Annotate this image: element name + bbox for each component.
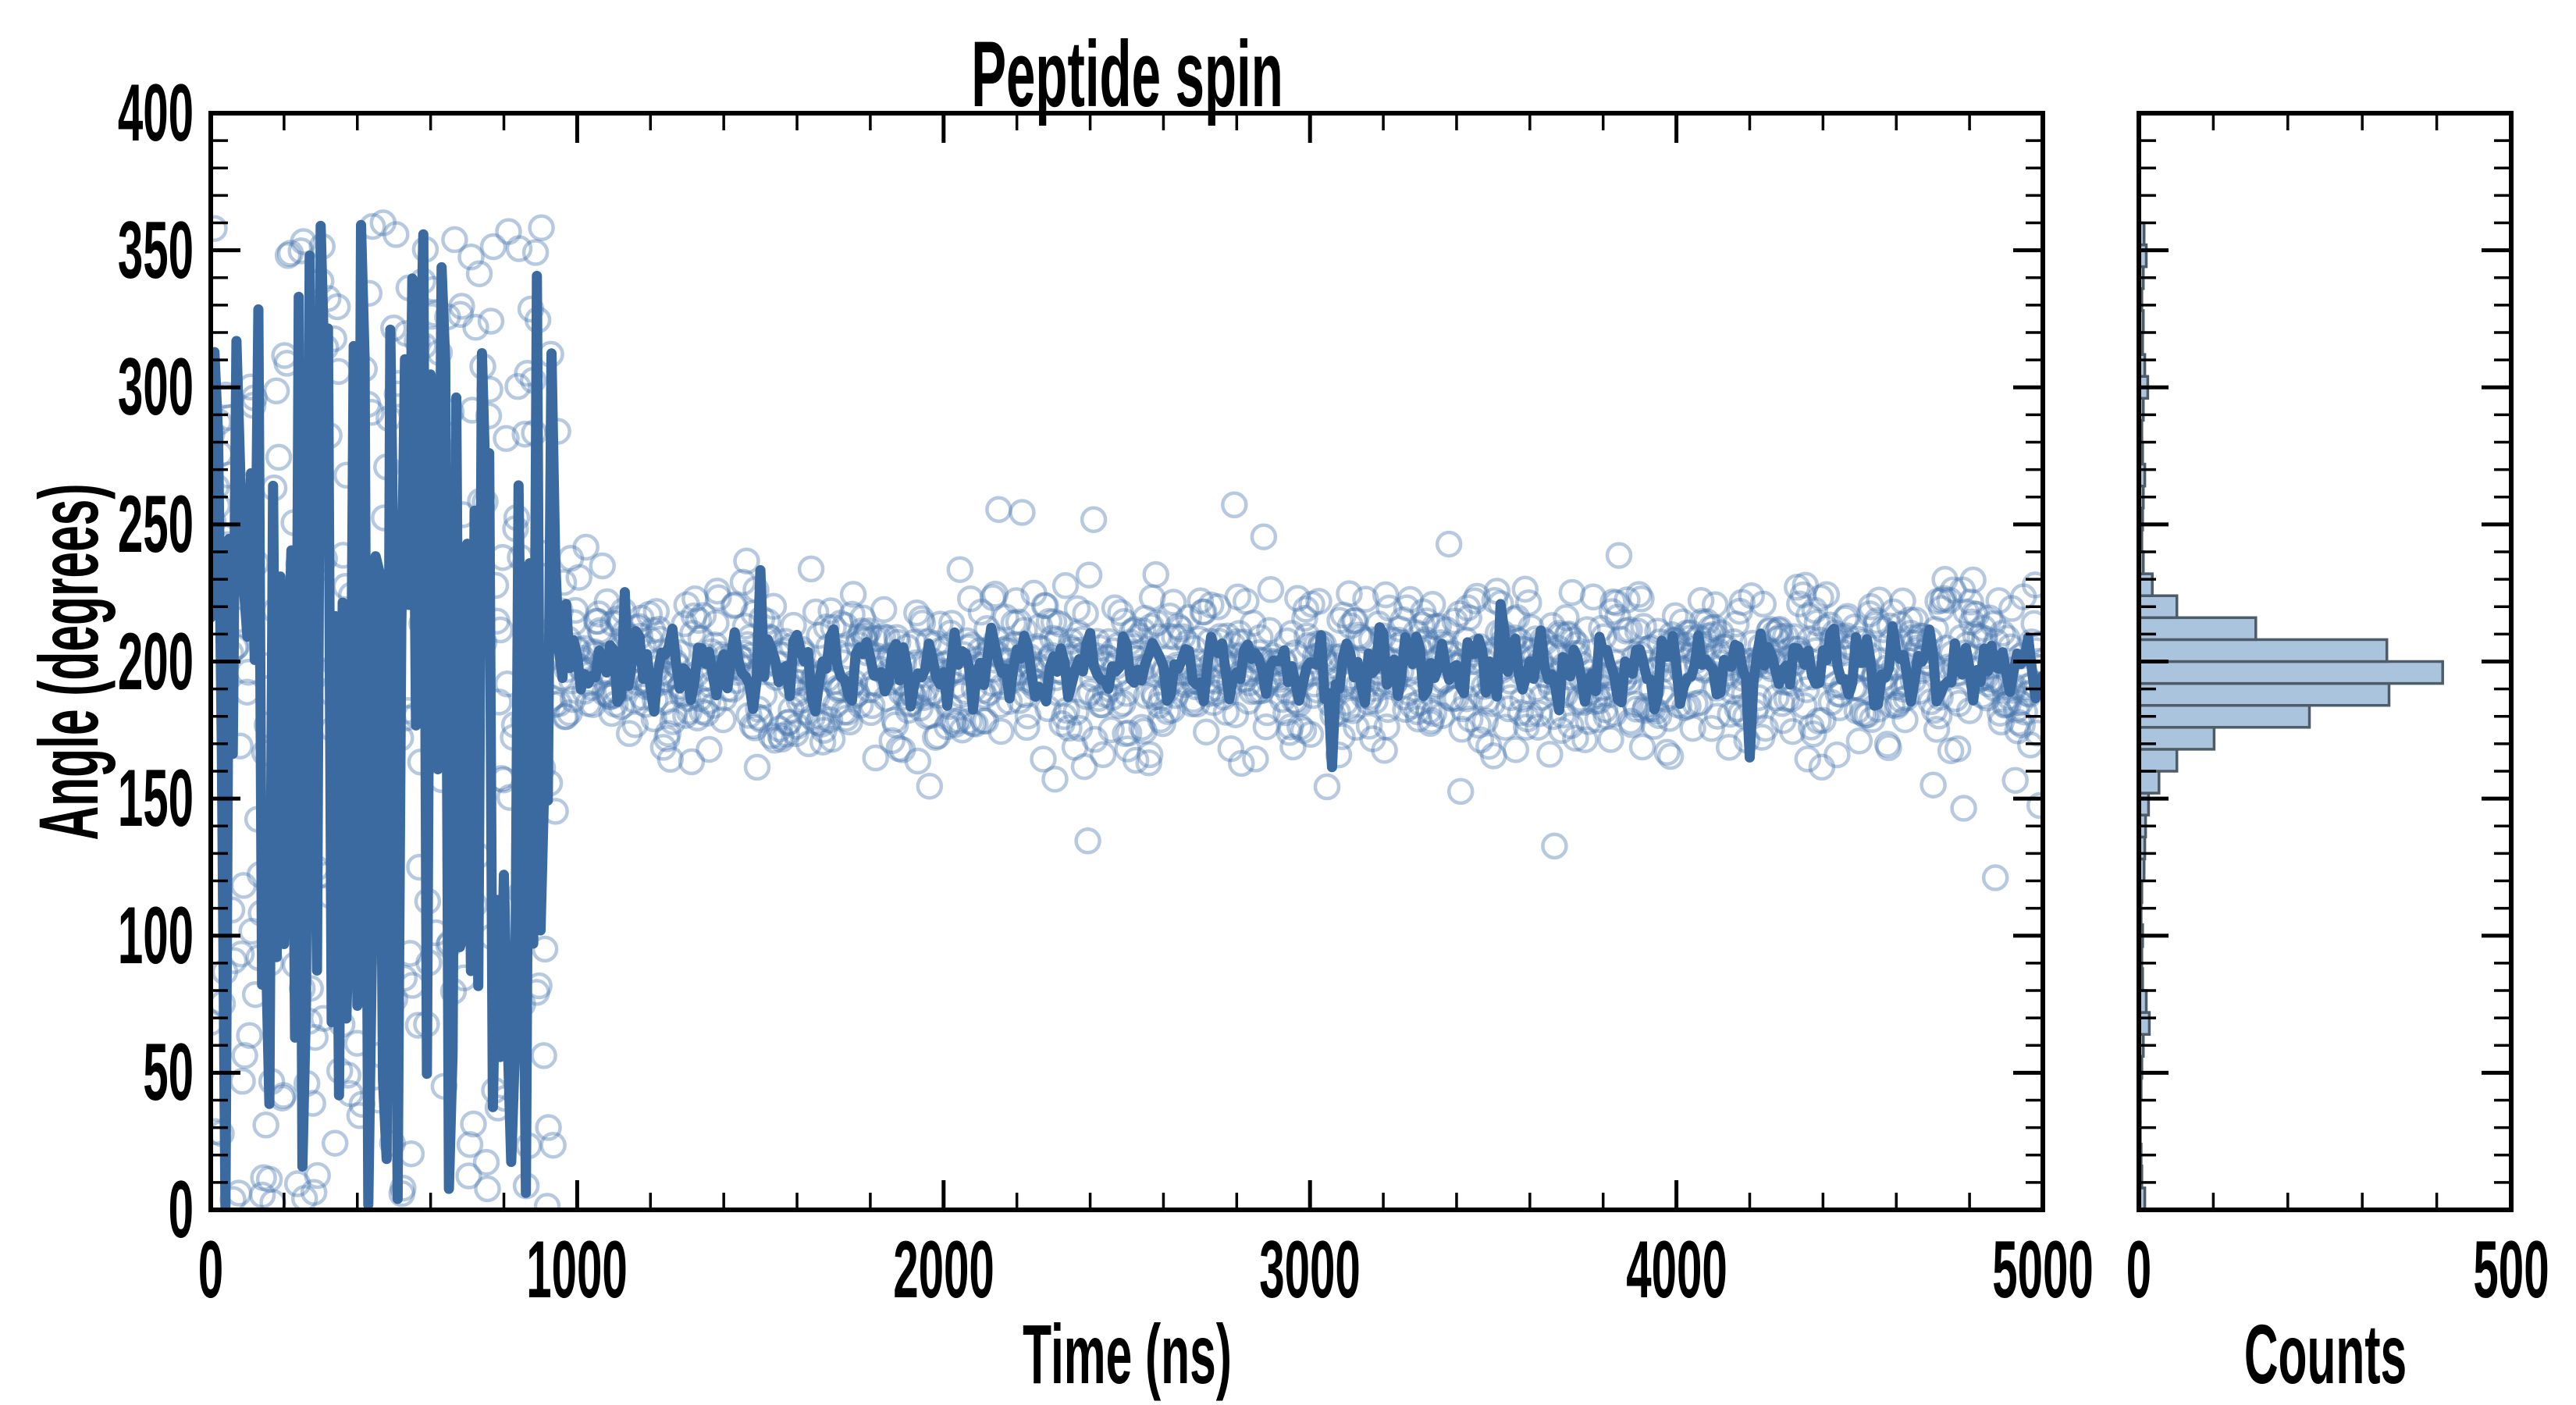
histogram-bar <box>2137 703 2311 729</box>
trend-line <box>211 219 2043 1210</box>
histogram-bars <box>2137 221 2444 1211</box>
histogram-bar <box>2137 748 2179 773</box>
main-axes <box>208 111 2045 1212</box>
histogram-bar <box>2137 616 2258 642</box>
histogram-bar <box>2137 726 2216 751</box>
histogram-bar <box>2137 770 2161 795</box>
histogram-bar <box>2137 638 2389 663</box>
hist-axes <box>2137 111 2514 1212</box>
histogram-bar <box>2137 681 2391 707</box>
histogram-bar <box>2137 660 2444 685</box>
